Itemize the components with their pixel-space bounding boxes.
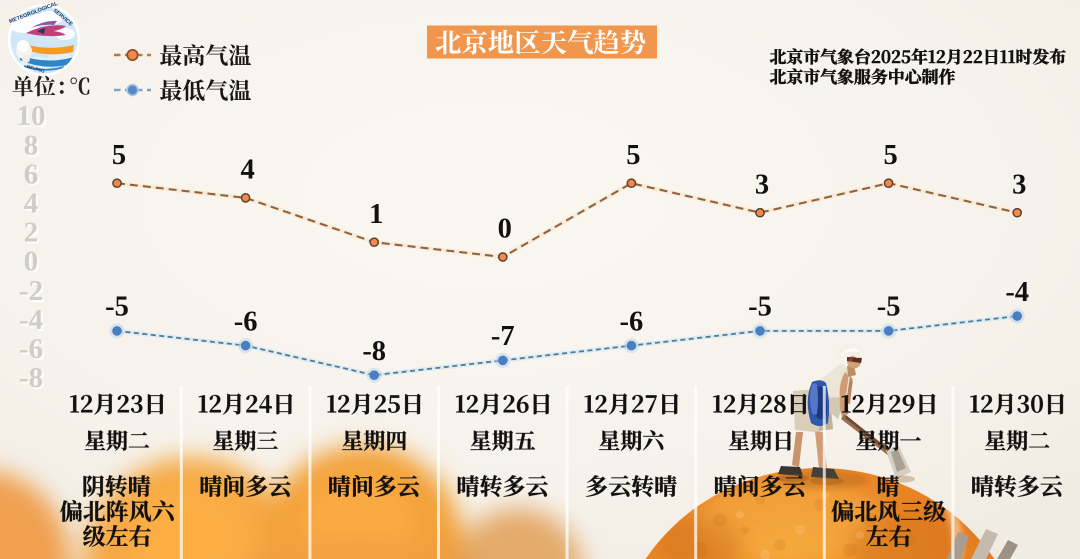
svg-text:4: 4 — [24, 188, 39, 220]
svg-text:0: 0 — [498, 214, 512, 245]
svg-text:-2: -2 — [19, 275, 43, 307]
svg-text:8: 8 — [26, 131, 41, 163]
svg-text:BEIJING: BEIJING — [26, 64, 45, 74]
svg-text:-5: -5 — [748, 292, 772, 323]
svg-text:-6: -6 — [19, 333, 43, 365]
svg-text:-6: -6 — [620, 306, 644, 337]
svg-text:6: 6 — [26, 160, 41, 192]
svg-text:3: 3 — [1012, 169, 1026, 200]
svg-text:6: 6 — [24, 158, 39, 190]
svg-text:4: 4 — [26, 190, 41, 222]
svg-text:-4: -4 — [1005, 277, 1029, 308]
svg-text:-7: -7 — [491, 321, 515, 352]
svg-text:-8: -8 — [19, 362, 43, 394]
svg-text:-8: -8 — [362, 336, 386, 367]
svg-text:2: 2 — [26, 219, 41, 251]
svg-text:0: 0 — [24, 246, 39, 278]
svg-text:1: 1 — [369, 199, 383, 230]
svg-text:2: 2 — [24, 217, 39, 249]
svg-text:-2: -2 — [21, 277, 45, 309]
svg-text:8: 8 — [24, 129, 39, 161]
svg-text:5: 5 — [883, 140, 897, 171]
svg-text:-4: -4 — [19, 304, 43, 336]
svg-text:-6: -6 — [234, 306, 258, 337]
svg-text:-6: -6 — [21, 335, 45, 367]
svg-text:-5: -5 — [877, 292, 901, 323]
svg-text:3: 3 — [755, 169, 769, 200]
svg-text:5: 5 — [112, 140, 126, 171]
svg-text:10: 10 — [19, 102, 48, 134]
svg-text:5: 5 — [626, 140, 640, 171]
svg-text:-4: -4 — [21, 306, 45, 338]
svg-text:-5: -5 — [105, 292, 129, 323]
svg-text:10: 10 — [17, 100, 46, 132]
svg-text:0: 0 — [26, 248, 41, 280]
svg-text:-8: -8 — [21, 364, 45, 396]
svg-text:4: 4 — [240, 155, 254, 186]
